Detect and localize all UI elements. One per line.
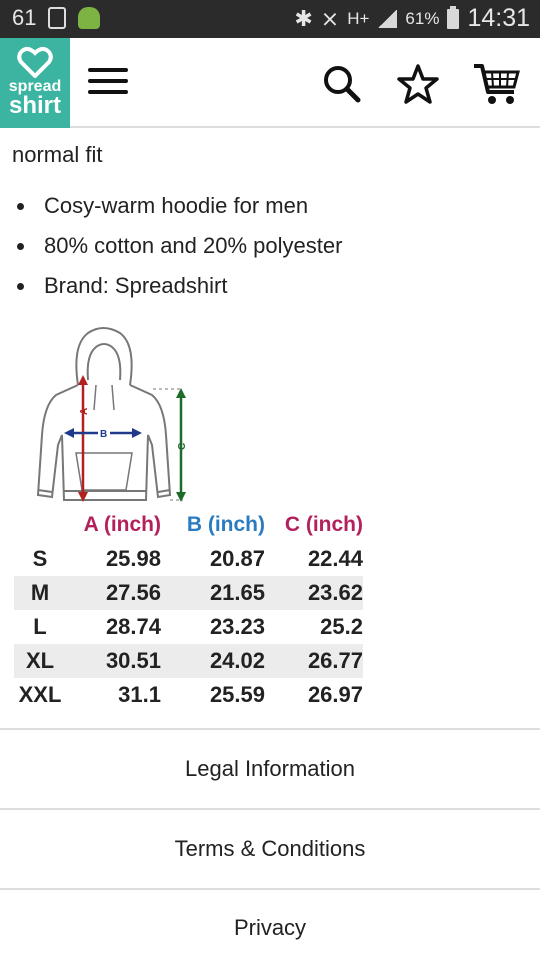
header-b: B (inch) [186,513,265,536]
cart-icon [474,64,520,104]
watch-icon [48,7,67,29]
table-row: XXL 31.1 25.59 26.97 [14,678,363,712]
android-icon [78,7,101,29]
logo-text-shirt: shirt [8,92,61,119]
value-a: 31.1 [118,682,161,707]
table-row: XL 30.51 24.02 26.77 [14,644,363,678]
value-c: 23.62 [265,576,363,610]
bluetooth-icon: ✱ [294,5,313,31]
status-bar: 61 ✱ ⨯ H+ 61% 14:31 [0,0,540,38]
diagram-label-c: C [177,443,188,450]
feature-item: Cosy-warm hoodie for men [14,186,342,226]
diagram-label-a: A [79,408,90,415]
size-table-header: A (inch) B (inch) C (inch) [14,508,363,542]
heart-logo-icon [17,46,53,78]
signal-icon [377,9,398,28]
table-row: M 27.56 21.65 23.62 [14,576,363,610]
diagram-label-b: B [100,429,107,440]
value-c: 22.44 [307,546,363,571]
menu-icon-bar [88,79,128,83]
clock: 14:31 [467,4,530,32]
size-label: XL [14,644,66,678]
battery-icon [447,5,460,29]
legal-information-link[interactable]: Legal Information [0,728,540,808]
cart-button[interactable] [472,62,522,106]
feature-list: Cosy-warm hoodie for men 80% cotton and … [14,186,342,306]
value-b: 25.59 [209,682,265,707]
menu-icon-bar [88,68,128,72]
feature-item: 80% cotton and 20% polyester [14,226,342,266]
privacy-link[interactable]: Privacy [0,888,540,960]
size-header-empty [14,508,66,542]
value-a: 28.74 [105,614,161,639]
value-b: 21.65 [165,576,265,610]
value-a: 30.51 [66,644,165,678]
network-type: H+ [347,8,370,28]
logo-text-spread: spread [8,78,62,95]
menu-button[interactable] [88,68,128,100]
size-table: A (inch) B (inch) C (inch) S 25.98 20.87… [14,508,363,712]
value-a: 25.98 [105,546,161,571]
wishlist-button[interactable] [396,62,440,106]
spreadshirt-logo[interactable]: spread shirt [0,38,70,128]
value-c: 25.2 [320,614,363,639]
terms-conditions-link[interactable]: Terms & Conditions [0,808,540,888]
size-label: XXL [18,682,62,707]
menu-icon-bar [88,90,128,94]
search-button[interactable] [320,62,364,106]
table-row: L 28.74 23.23 25.2 [14,610,363,644]
value-c: 26.77 [265,644,363,678]
table-row: S 25.98 20.87 22.44 [14,542,363,576]
search-icon [324,66,361,103]
app-header: spread shirt [0,38,540,128]
value-a: 27.56 [66,576,165,610]
header-a: A (inch) [83,513,161,536]
size-label: M [14,576,66,610]
battery-percent: 61% [405,8,440,28]
header-c: C (inch) [284,513,363,536]
value-c: 26.97 [307,682,363,707]
value-b: 20.87 [209,546,265,571]
fit-label: normal fit [12,142,103,167]
hoodie-size-diagram: A B C [36,327,188,502]
feature-item: Brand: Spreadshirt [14,266,342,306]
notification-count: 61 [12,5,37,30]
value-b: 23.23 [209,614,265,639]
size-label: L [33,614,47,639]
size-label: S [32,546,48,571]
mute-icon: ⨯ [320,5,340,31]
value-b: 24.02 [165,644,265,678]
star-icon [397,64,439,104]
